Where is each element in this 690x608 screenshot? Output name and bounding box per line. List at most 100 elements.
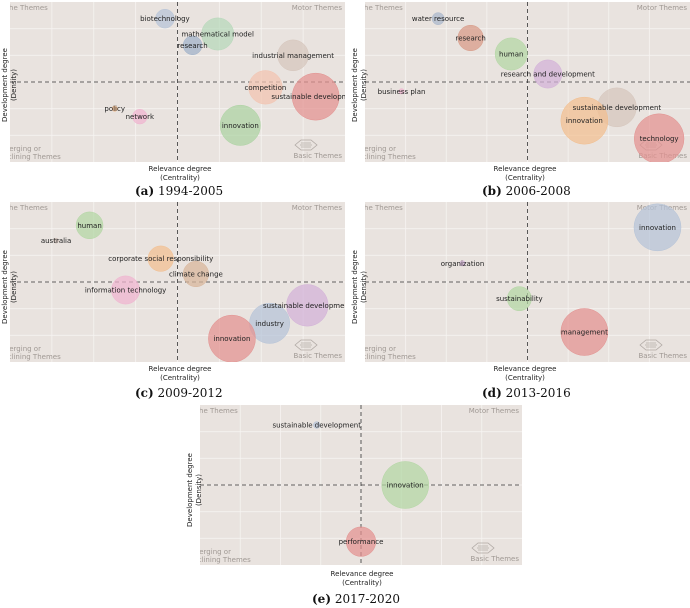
bubble-mathematical-model: [201, 17, 235, 51]
bubble-label-organization: organization: [441, 260, 485, 268]
quadrant-label-niche: Niche Themes: [10, 4, 48, 12]
bibliometrix-logo-icon: [294, 139, 318, 151]
bubble-industrial-management: [277, 39, 309, 72]
quadrant-label-basic: Basic Themes: [293, 152, 342, 160]
bubble-label-human: human: [77, 222, 101, 230]
bubble-research: [182, 35, 203, 55]
quadrant-label-motor: Motor Themes: [292, 204, 343, 212]
caption-c: (c) 2009-2012: [135, 386, 223, 400]
caption-b: (b) 2006-2008: [482, 184, 571, 198]
bubble-innovation: [381, 461, 430, 509]
caption-a: (a) 1994-2005: [135, 184, 224, 198]
bubble-label-innovation: innovation: [566, 117, 603, 125]
bubble-climate-change: [182, 260, 209, 288]
bubble-label-research: research: [177, 42, 207, 50]
plot-b: Niche Themes Motor Themes Emerging orDecli…: [365, 2, 690, 162]
caption-d: (d) 2013-2016: [482, 386, 571, 400]
bubble-corporate-social-responsibility: [147, 245, 174, 272]
bubble-label-sustainable-development: sustainable development: [263, 302, 345, 310]
bubble-sustainability: [507, 286, 532, 312]
quadrant-label-motor: Motor Themes: [292, 4, 343, 12]
bubble-research-and-development: [533, 59, 563, 89]
quadrant-label-emerging: Declining Themes: [10, 153, 61, 161]
panel-c: Niche Themes Motor Themes Emerging orDecli…: [0, 202, 345, 402]
bubble-label-industrial-management: industrial management: [252, 52, 334, 60]
y-axis-label-c: Development degree (Density): [1, 250, 18, 324]
bubble-label-human: human: [499, 51, 523, 59]
quadrant-label-emerging: Emerging or: [10, 145, 41, 153]
bibliometrix-logo-icon: [471, 542, 495, 554]
x-axis-label-b: Relevance degree (Centrality): [493, 165, 557, 182]
bubble-label-sustainable-development: sustainable development: [272, 422, 361, 430]
bubble-label-climate-change: climate change: [169, 271, 223, 279]
quadrant-label-motor: Motor Themes: [637, 4, 688, 12]
plot-e: Niche Themes Motor Themes Emerging orDecli…: [200, 405, 522, 565]
bubble-label-information-technology: information technology: [85, 287, 167, 295]
x-axis-label-e: Relevance degree (Centrality): [330, 570, 394, 587]
bibliometrix-logo-icon: [639, 339, 663, 351]
bubble-label-technology: technology: [640, 135, 679, 143]
quadrant-label-emerging: Declining Themes: [365, 153, 416, 161]
plot-c: Niche Themes Motor Themes Emerging orDecli…: [10, 202, 345, 362]
quadrant-label-emerging: Declining Themes: [365, 353, 416, 361]
caption-e: (e) 2017-2020: [312, 592, 400, 606]
bubble-information-technology: [111, 275, 140, 305]
quadrant-label-emerging: Emerging or: [10, 345, 41, 353]
y-axis-label-e: Development degree (Density): [186, 453, 203, 527]
bubble-technology: [634, 113, 685, 162]
bubble-label-biotechnology: biotechnology: [140, 15, 190, 23]
bubble-label-management: management: [561, 329, 608, 337]
bubble-label-innovation: innovation: [387, 482, 424, 490]
bubble-label-network: network: [126, 113, 155, 121]
bubble-label-industry: industry: [255, 320, 284, 328]
bubble-performance: [345, 526, 377, 557]
bubble-label-policy: policy: [104, 105, 125, 113]
quadrant-label-niche: Niche Themes: [10, 204, 48, 212]
bubble-label-corporate-social-responsibility: corporate social responsibility: [108, 255, 213, 263]
quadrant-label-motor: Motor Themes: [469, 407, 520, 415]
plot-a: Niche Themes Motor Themes Emerging orDecli…: [10, 2, 345, 162]
bubble-sustainable-development: [286, 284, 329, 327]
bubble-competition: [248, 70, 283, 105]
x-axis-label-a: Relevance degree (Centrality): [148, 165, 212, 182]
bubble-label-research: research: [455, 35, 485, 43]
bubble-australia: [53, 237, 59, 244]
panel-b: Niche Themes Motor Themes Emerging orDecli…: [345, 0, 690, 200]
bubble-innovation: [208, 314, 256, 362]
x-axis-label-d: Relevance degree (Centrality): [493, 365, 557, 382]
bubble-innovation: [560, 96, 609, 145]
bubble-innovation: [219, 104, 261, 146]
quadrant-label-niche: Niche Themes: [365, 204, 403, 212]
bubble-sustainable-development: [313, 421, 321, 429]
bubble-label-mathematical-model: mathematical model: [181, 31, 254, 39]
bubble-label-water-resource: water resource: [412, 15, 464, 23]
bubble-label-competition: competition: [245, 84, 287, 92]
quadrant-label-emerging: Emerging or: [200, 548, 231, 556]
quadrant-label-basic: Basic Themes: [293, 352, 342, 360]
bubble-organization: [459, 260, 466, 267]
bubble-human: [494, 37, 528, 71]
y-axis-label-d: Development degree (Density): [351, 250, 368, 324]
bubble-label-innovation: innovation: [222, 122, 259, 130]
bubble-label-sustainable-development: sustainable development: [573, 104, 662, 112]
bibliometrix-logo-icon: [294, 339, 318, 351]
bubble-label-business-plan: business plan: [378, 88, 426, 96]
bubble-innovation: [633, 203, 682, 252]
bubble-label-innovation: innovation: [213, 335, 250, 343]
quadrant-label-niche: Niche Themes: [200, 407, 238, 415]
x-axis-label-c: Relevance degree (Centrality): [148, 365, 212, 382]
bubble-policy: [111, 105, 118, 112]
bubble-label-sustainability: sustainability: [496, 295, 543, 303]
quadrant-label-emerging: Declining Themes: [10, 353, 61, 361]
bubble-label-research-and-development: research and development: [501, 71, 595, 79]
bubble-network: [132, 109, 148, 125]
quadrant-label-niche: Niche Themes: [365, 4, 403, 12]
bubble-sustainable-development: [291, 72, 340, 121]
quadrant-label-basic: Basic Themes: [638, 352, 687, 360]
bubble-label-innovation: innovation: [639, 224, 676, 232]
bubble-human: [75, 211, 104, 240]
panel-a: Niche Themes Motor Themes Emerging orDecli…: [0, 0, 345, 200]
bubble-management: [560, 308, 609, 356]
